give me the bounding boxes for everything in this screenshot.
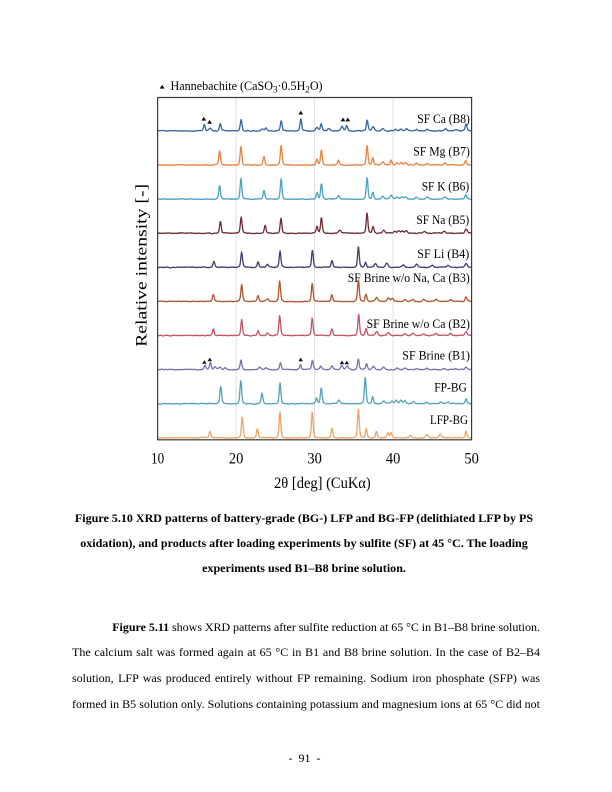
- svg-text:SF Brine (B1): SF Brine (B1): [402, 348, 470, 362]
- svg-text:SF Li (B4): SF Li (B4): [417, 247, 469, 261]
- svg-text:SF Brine w/o Na, Ca (B3): SF Brine w/o Na, Ca (B3): [348, 271, 470, 285]
- svg-text:50: 50: [464, 450, 478, 467]
- svg-text:Relative intensity [-]: Relative intensity [-]: [131, 184, 150, 347]
- svg-text:SF Brine w/o Ca (B2): SF Brine w/o Ca (B2): [367, 317, 470, 331]
- svg-text:10: 10: [151, 450, 164, 467]
- svg-text:20: 20: [229, 450, 243, 467]
- svg-text:40: 40: [386, 450, 400, 467]
- svg-text:SF K (B6): SF K (B6): [422, 180, 470, 194]
- svg-text:LFP-BG: LFP-BG: [430, 413, 468, 427]
- svg-text:SF Na (B5): SF Na (B5): [416, 213, 469, 227]
- svg-text:SF Ca (B8): SF Ca (B8): [417, 112, 470, 126]
- svg-text:Hannebachite (CaSO3·0.5H2O): Hannebachite (CaSO3·0.5H2O): [171, 79, 323, 95]
- svg-text:FP-BG: FP-BG: [434, 381, 467, 395]
- svg-text:2θ [deg] (CuKα): 2θ [deg] (CuKα): [274, 473, 371, 492]
- svg-text:SF Mg (B7): SF Mg (B7): [413, 145, 470, 159]
- svg-text:30: 30: [307, 450, 321, 467]
